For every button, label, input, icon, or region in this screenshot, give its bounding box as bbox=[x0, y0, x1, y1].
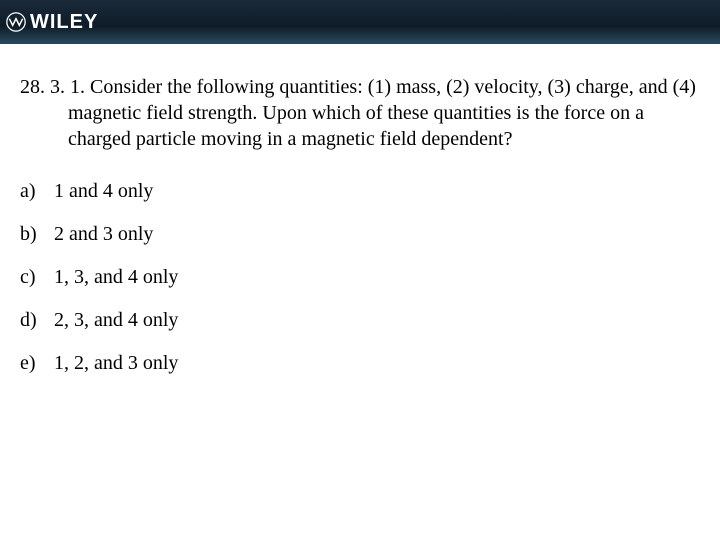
option-text: 1 and 4 only bbox=[54, 180, 153, 202]
brand-logo: WILEY bbox=[6, 11, 98, 34]
option-text: 2 and 3 only bbox=[54, 223, 153, 245]
wiley-icon bbox=[6, 12, 26, 32]
brand-header: WILEY bbox=[0, 0, 720, 44]
option-d: d)2, 3, and 4 only bbox=[20, 309, 700, 332]
options-list: a)1 and 4 only b)2 and 3 only c)1, 3, an… bbox=[20, 180, 700, 375]
option-letter: d) bbox=[20, 309, 54, 332]
option-letter: a) bbox=[20, 180, 54, 203]
option-a: a)1 and 4 only bbox=[20, 180, 700, 203]
option-text: 1, 2, and 3 only bbox=[54, 352, 178, 374]
question-number: 28. 3. 1. bbox=[20, 76, 85, 98]
question-block: 28. 3. 1. Consider the following quantit… bbox=[20, 74, 700, 152]
option-b: b)2 and 3 only bbox=[20, 223, 700, 246]
brand-name: WILEY bbox=[30, 11, 98, 34]
option-text: 1, 3, and 4 only bbox=[54, 266, 178, 288]
option-text: 2, 3, and 4 only bbox=[54, 309, 178, 331]
option-letter: b) bbox=[20, 223, 54, 246]
option-c: c)1, 3, and 4 only bbox=[20, 266, 700, 289]
option-e: e)1, 2, and 3 only bbox=[20, 352, 700, 375]
option-letter: c) bbox=[20, 266, 54, 289]
option-letter: e) bbox=[20, 352, 54, 375]
slide-content: 28. 3. 1. Consider the following quantit… bbox=[0, 44, 720, 415]
question-text: Consider the following quantities: (1) m… bbox=[68, 76, 696, 150]
